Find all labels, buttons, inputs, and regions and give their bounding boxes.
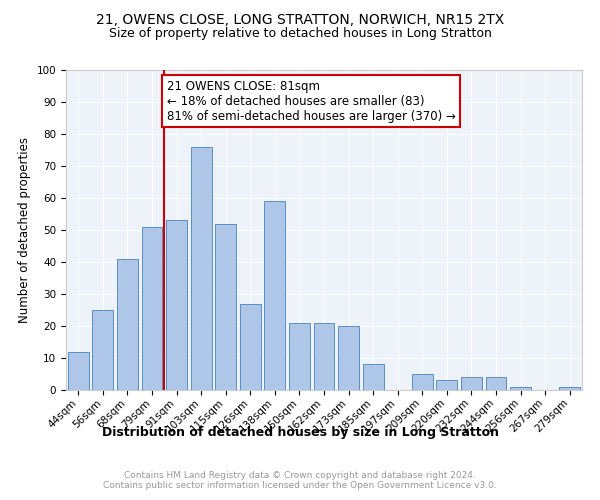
Bar bbox=[461, 377, 482, 390]
Bar bbox=[142, 227, 163, 390]
Bar bbox=[362, 364, 383, 390]
Bar bbox=[412, 374, 433, 390]
Bar bbox=[485, 377, 506, 390]
Bar bbox=[240, 304, 261, 390]
Bar bbox=[92, 310, 113, 390]
Bar bbox=[436, 380, 457, 390]
Bar bbox=[166, 220, 187, 390]
Bar bbox=[265, 201, 286, 390]
Text: Distribution of detached houses by size in Long Stratton: Distribution of detached houses by size … bbox=[101, 426, 499, 439]
Bar bbox=[215, 224, 236, 390]
Bar bbox=[510, 387, 531, 390]
Text: Contains HM Land Registry data © Crown copyright and database right 2024.
Contai: Contains HM Land Registry data © Crown c… bbox=[103, 470, 497, 490]
Bar bbox=[117, 259, 138, 390]
Bar bbox=[559, 387, 580, 390]
Bar bbox=[289, 323, 310, 390]
Text: 21 OWENS CLOSE: 81sqm
← 18% of detached houses are smaller (83)
81% of semi-deta: 21 OWENS CLOSE: 81sqm ← 18% of detached … bbox=[167, 80, 455, 122]
Text: Size of property relative to detached houses in Long Stratton: Size of property relative to detached ho… bbox=[109, 28, 491, 40]
Bar bbox=[314, 323, 334, 390]
Y-axis label: Number of detached properties: Number of detached properties bbox=[18, 137, 31, 323]
Text: 21, OWENS CLOSE, LONG STRATTON, NORWICH, NR15 2TX: 21, OWENS CLOSE, LONG STRATTON, NORWICH,… bbox=[96, 12, 504, 26]
Bar bbox=[68, 352, 89, 390]
Bar bbox=[191, 147, 212, 390]
Bar bbox=[338, 326, 359, 390]
